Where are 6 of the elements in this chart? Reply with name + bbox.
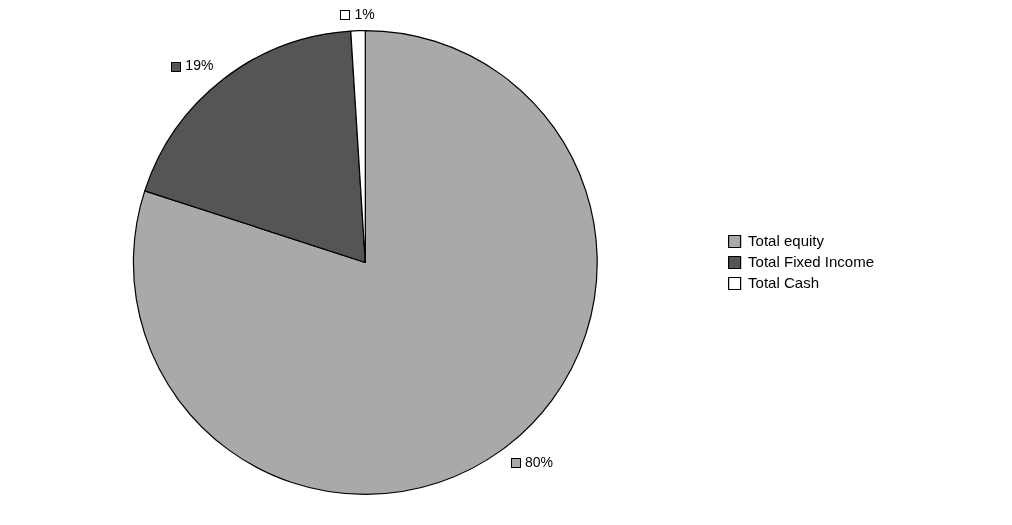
data-label: 1% xyxy=(354,5,375,22)
legend-label: Total Fixed Income xyxy=(748,252,874,270)
legend-label: Total equity xyxy=(748,231,825,249)
legend-label: Total Cash xyxy=(748,273,819,291)
data-label: 80% xyxy=(525,453,554,470)
data-label: 19% xyxy=(185,57,214,74)
